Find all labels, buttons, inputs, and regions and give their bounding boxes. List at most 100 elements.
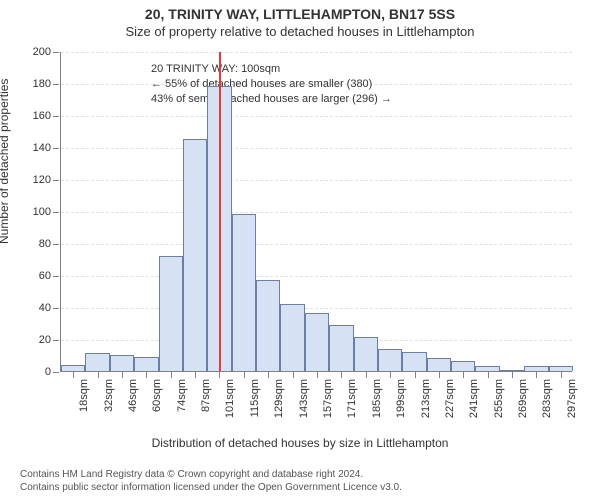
x-tick-label: 101sqm [224, 379, 236, 418]
x-tick [463, 372, 464, 378]
x-tick-label: 32sqm [103, 379, 115, 412]
histogram-bar [61, 365, 85, 371]
histogram-bar [232, 214, 256, 371]
x-tick-label: 115sqm [249, 379, 261, 417]
y-tick [53, 116, 59, 117]
histogram-bar [85, 353, 109, 371]
y-tick [53, 148, 59, 149]
x-tick-label: 213sqm [420, 379, 432, 418]
y-tick-label: 200 [33, 46, 51, 58]
annotation-line-3: 43% of semi-detached houses are larger (… [151, 92, 392, 107]
y-tick [53, 84, 59, 85]
y-tick-label: 80 [39, 238, 51, 250]
plot-area: 20 TRINITY WAY: 100sqm ← 55% of detached… [60, 52, 572, 372]
histogram-bar [427, 358, 451, 371]
histogram-bar [500, 370, 524, 371]
y-tick-label: 180 [33, 78, 51, 90]
x-tick-label: 185sqm [371, 379, 383, 418]
grid-line [61, 52, 572, 53]
x-tick [219, 372, 220, 378]
chart-wrap: Number of detached properties 20 TRINITY… [0, 44, 600, 444]
histogram-bar [475, 366, 499, 371]
x-tick-label: 199sqm [395, 379, 407, 418]
histogram-bar [402, 352, 426, 371]
grid-line [61, 212, 572, 213]
histogram-bar [329, 325, 353, 371]
histogram-bar [524, 366, 548, 371]
y-tick-label: 60 [39, 270, 51, 282]
chart-container: { "title": "20, TRINITY WAY, LITTLEHAMPT… [0, 0, 600, 500]
histogram-bar [183, 139, 207, 371]
x-tick [439, 372, 440, 378]
attribution-line-2: Contains public sector information licen… [20, 482, 402, 495]
histogram-bar [451, 361, 475, 371]
y-tick [53, 276, 59, 277]
grid-line [61, 180, 572, 181]
y-tick-label: 100 [33, 206, 51, 218]
y-tick-label: 0 [45, 366, 51, 378]
histogram-bar [305, 313, 329, 371]
y-tick [53, 372, 59, 373]
x-tick-label: 143sqm [298, 379, 310, 418]
grid-line [61, 308, 572, 309]
grid-line [61, 84, 572, 85]
x-tick [415, 372, 416, 378]
histogram-bar [256, 280, 280, 371]
y-axis-label: Number of detached properties [0, 79, 11, 244]
y-tick-label: 160 [33, 110, 51, 122]
property-marker-line [219, 52, 221, 371]
x-tick [293, 372, 294, 378]
annotation-line-1: 20 TRINITY WAY: 100sqm [151, 62, 392, 77]
x-tick-label: 255sqm [493, 379, 505, 418]
y-tick [53, 308, 59, 309]
histogram-bar [354, 337, 378, 371]
x-tick [122, 372, 123, 378]
x-tick-label: 74sqm [176, 379, 188, 412]
x-tick [98, 372, 99, 378]
x-tick [512, 372, 513, 378]
y-tick-label: 120 [33, 174, 51, 186]
x-tick [561, 372, 562, 378]
grid-line [61, 276, 572, 277]
y-tick [53, 180, 59, 181]
chart-subtitle: Size of property relative to detached ho… [0, 24, 600, 39]
y-tick-label: 140 [33, 142, 51, 154]
y-tick [53, 212, 59, 213]
x-tick [268, 372, 269, 378]
x-tick [536, 372, 537, 378]
x-tick-label: 87sqm [200, 379, 212, 412]
x-tick [341, 372, 342, 378]
x-tick [195, 372, 196, 378]
attribution: Contains HM Land Registry data © Crown c… [20, 469, 402, 494]
attribution-line-1: Contains HM Land Registry data © Crown c… [20, 469, 402, 482]
histogram-bar [134, 357, 158, 371]
x-tick [146, 372, 147, 378]
x-tick-label: 297sqm [566, 379, 578, 418]
x-tick [390, 372, 391, 378]
y-tick-label: 20 [39, 334, 51, 346]
histogram-bar [159, 256, 183, 371]
x-tick-label: 157sqm [322, 379, 334, 418]
x-axis-label: Distribution of detached houses by size … [0, 436, 600, 450]
chart-title: 20, TRINITY WAY, LITTLEHAMPTON, BN17 5SS [0, 6, 600, 22]
x-tick-label: 283sqm [541, 379, 553, 418]
y-tick [53, 52, 59, 53]
x-tick [73, 372, 74, 378]
x-tick [366, 372, 367, 378]
x-tick [317, 372, 318, 378]
histogram-bar [549, 366, 573, 371]
y-tick-label: 40 [39, 302, 51, 314]
histogram-bar [280, 304, 304, 371]
x-tick-label: 227sqm [444, 379, 456, 418]
histogram-bar [110, 355, 134, 371]
x-tick [488, 372, 489, 378]
x-tick-label: 60sqm [151, 379, 163, 412]
x-tick [171, 372, 172, 378]
grid-line [61, 148, 572, 149]
x-tick [244, 372, 245, 378]
x-tick-label: 18sqm [78, 379, 90, 412]
x-tick-label: 241sqm [468, 379, 480, 418]
grid-line [61, 244, 572, 245]
histogram-bar [378, 349, 402, 371]
grid-line [61, 116, 572, 117]
